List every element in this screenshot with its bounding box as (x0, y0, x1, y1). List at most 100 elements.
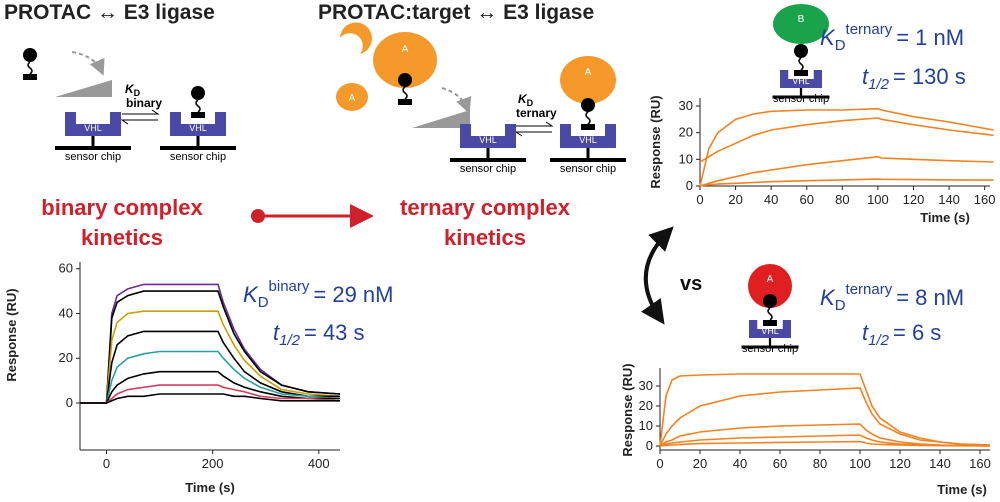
svg-text:KD: KD (518, 92, 534, 108)
inset-b: B VHL sensor chip (771, 4, 831, 105)
t-value: = 130 s (893, 64, 966, 89)
kd-sup: ternary (846, 281, 893, 298)
svg-text:KD: KD (125, 82, 141, 98)
series-line (80, 350, 341, 404)
kd-result: KDternary = 1 nM (820, 21, 964, 54)
protein-label: A (767, 274, 774, 285)
binary-scheme: KD binary VHL sensor chip VHL sensor chi… (22, 47, 238, 163)
t-result: t1/2 = 43 s (273, 320, 365, 349)
x-tick-label: 100 (867, 192, 889, 207)
kd-sup: ternary (846, 21, 893, 38)
x-tick-label: 0 (656, 456, 663, 471)
x-axis-label: Time (s) (937, 482, 987, 497)
series-line (659, 440, 991, 447)
series-line (699, 107, 994, 187)
kd-value: = 8 nM (896, 285, 964, 310)
kd-symbol: K (125, 82, 135, 96)
x-tick-label: 20 (693, 456, 707, 471)
kd-result: KDternary = 8 nM (820, 281, 964, 314)
t-symbol: t (862, 64, 869, 89)
t-value: = 6 s (893, 320, 941, 345)
y-tick-label: 10 (639, 418, 653, 433)
y-axis-label: Response (RU) (648, 95, 663, 188)
header: PROTAC ↔ E3 ligase (4, 1, 215, 24)
chip-label: sensor chip (170, 151, 226, 163)
y-axis-label: Response (RU) (620, 363, 635, 456)
y-tick-label: 20 (59, 350, 73, 365)
t-result: t1/2 = 130 s (862, 64, 966, 93)
kd-result: KDbinary = 29 nM (243, 278, 394, 311)
t-symbol: t (862, 320, 869, 345)
series-line (80, 290, 341, 404)
series-line (80, 330, 340, 404)
series-line (80, 370, 340, 404)
vs-arrow (641, 226, 674, 325)
vhl-label: VHL (792, 76, 810, 86)
x-tick-label: 100 (849, 456, 871, 471)
x-tick-label: 120 (889, 456, 911, 471)
inset-a: A VHL sensor chip (740, 264, 800, 355)
t-sub: 1/2 (868, 332, 890, 349)
kd-value: = 29 nM (313, 282, 393, 307)
x-tick-label: 0 (696, 192, 703, 207)
chip-label: sensor chip (742, 343, 798, 355)
series-line (659, 373, 991, 447)
protein-label: B (798, 14, 805, 25)
x-tick-label: 140 (938, 192, 960, 207)
chip-label: sensor chip (560, 163, 616, 175)
stage-label: kinetics (444, 225, 526, 250)
x-tick-label: 160 (974, 192, 996, 207)
t-sub: 1/2 (279, 332, 301, 349)
protein-label: A (347, 36, 354, 47)
y-tick-label: 0 (646, 438, 653, 453)
stage-label: kinetics (81, 225, 163, 250)
x-tick-label: 40 (733, 456, 747, 471)
series-line (80, 393, 340, 404)
y-tick-label: 20 (679, 125, 693, 140)
chip-label: sensor chip (65, 151, 121, 163)
vhl-label: VHL (84, 123, 102, 133)
kd-symbol: K (518, 92, 528, 106)
x-tick-label: 40 (764, 192, 778, 207)
stage-label: ternary complex (400, 195, 571, 220)
x-tick-label: 160 (969, 456, 991, 471)
t-result: t1/2 = 6 s (862, 320, 941, 349)
t-symbol: t (273, 320, 280, 345)
kd-sub: D (527, 98, 534, 108)
x-tick-label: 60 (800, 192, 814, 207)
x-tick-label: 140 (929, 456, 951, 471)
x-tick-label: 400 (308, 456, 330, 471)
y-axis-label: Response (RU) (4, 288, 19, 381)
y-tick-label: 60 (59, 261, 73, 276)
x-tick-label: 80 (813, 456, 827, 471)
series-line (699, 178, 994, 187)
y-tick-label: 0 (66, 395, 73, 410)
y-tick-label: 20 (639, 398, 653, 413)
x-tick-label: 80 (835, 192, 849, 207)
y-tick-label: 30 (679, 98, 693, 113)
kd-symbol: K (820, 285, 836, 310)
vs-label: vs (680, 273, 702, 295)
kd-sub: D (134, 88, 141, 98)
x-axis-label: Time (s) (920, 210, 970, 225)
series-line (80, 384, 341, 404)
kd-label: binary (126, 96, 162, 110)
ternary-scheme: A A A KD ternary VHL sensor chip A VHL s… (336, 22, 628, 175)
x-tick-label: 20 (728, 192, 742, 207)
series-line (659, 387, 991, 447)
header: PROTAC:target ↔ E3 ligase (318, 1, 594, 24)
series-line (699, 155, 994, 187)
kd-label: ternary (516, 106, 557, 120)
t-sub: 1/2 (868, 76, 890, 93)
kd-symbol: K (820, 25, 836, 50)
series-line (80, 310, 341, 404)
x-axis-label: Time (s) (185, 480, 235, 495)
x-tick-label: 0 (103, 456, 110, 471)
stage-label: binary complex (41, 195, 203, 220)
kd-value: = 1 nM (896, 25, 964, 50)
vhl-label: VHL (761, 326, 779, 336)
vhl-label: VHL (579, 135, 597, 145)
y-tick-label: 10 (679, 151, 693, 166)
